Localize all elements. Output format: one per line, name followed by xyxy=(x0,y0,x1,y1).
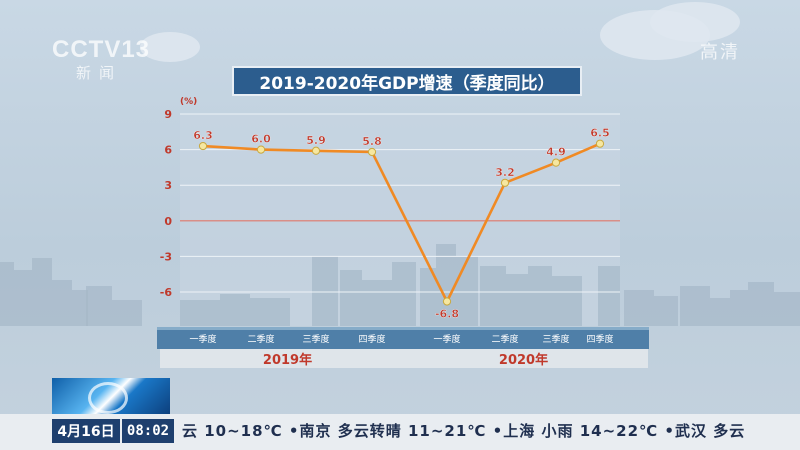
weather-text: 云 10~18℃ •南京 多云转晴 11~21℃ •上海 小雨 14~22℃ •… xyxy=(182,422,746,440)
news-thumbnail xyxy=(52,378,170,418)
building-silhouette xyxy=(774,292,800,326)
data-label: 6.3 xyxy=(193,129,213,142)
x-tick-label: 一季度 xyxy=(433,333,460,345)
year-band xyxy=(160,349,648,368)
data-label: 5.8 xyxy=(362,135,382,148)
data-point xyxy=(442,297,452,306)
chart-title: 2019-2020年GDP增速（季度同比） xyxy=(232,66,582,96)
building-silhouette xyxy=(730,290,748,326)
building-silhouette xyxy=(480,266,506,326)
data-label: 3.2 xyxy=(495,166,515,179)
data-point xyxy=(198,141,208,151)
ticker-time: 08:02 xyxy=(120,419,174,443)
data-label: 5.9 xyxy=(306,134,326,147)
building-silhouette xyxy=(362,280,392,326)
year-group-label: 2020年 xyxy=(499,352,548,368)
cloud xyxy=(650,2,740,42)
y-tick-label: 0 xyxy=(164,215,172,228)
logo-text: CCTV13 xyxy=(52,36,151,63)
data-label: -6.8 xyxy=(435,307,459,320)
building-silhouette xyxy=(436,244,456,326)
y-tick-label: -3 xyxy=(160,250,172,263)
building-silhouette xyxy=(14,270,32,326)
x-tick-label: 四季度 xyxy=(586,333,613,345)
building-silhouette xyxy=(0,262,14,326)
channel-logo: CCTV13 新闻 xyxy=(52,36,152,82)
building-silhouette xyxy=(654,296,678,326)
data-label: 6.5 xyxy=(590,127,610,140)
gdp-series-line xyxy=(202,142,601,303)
ticker-date: 4月16日 xyxy=(52,419,120,443)
building-silhouette xyxy=(680,286,710,326)
building-silhouette xyxy=(340,270,362,326)
building-silhouette xyxy=(624,290,654,326)
building-silhouette xyxy=(86,286,112,326)
x-tick-label: 三季度 xyxy=(542,333,569,345)
building-silhouette xyxy=(250,298,290,326)
building-silhouette xyxy=(748,282,774,326)
building-silhouette xyxy=(506,274,528,326)
x-tick-label: 四季度 xyxy=(358,333,385,345)
building-silhouette xyxy=(598,266,620,326)
building-silhouette xyxy=(180,300,220,326)
x-tick-label: 三季度 xyxy=(302,333,329,345)
x-tick-label: 二季度 xyxy=(491,333,518,345)
data-point xyxy=(256,145,266,154)
data-label: 6.0 xyxy=(251,133,271,146)
building-silhouette xyxy=(52,280,72,326)
category-axis-highlight xyxy=(157,327,649,330)
data-label: 4.9 xyxy=(546,146,566,159)
x-tick-label: 一季度 xyxy=(189,333,216,345)
cloud xyxy=(140,32,200,62)
category-axis-band xyxy=(157,327,649,349)
weather-scroll: 云 10~18℃ •南京 多云转晴 11~21℃ •上海 小雨 14~22℃ •… xyxy=(176,414,800,450)
building-silhouette xyxy=(420,268,436,326)
building-silhouette xyxy=(312,256,338,326)
y-tick-label: 3 xyxy=(164,179,172,192)
building-silhouette xyxy=(456,256,478,326)
building-silhouette xyxy=(392,262,416,326)
thumbnail-graphic xyxy=(88,382,128,414)
year-group-label: 2019年 xyxy=(263,352,312,368)
building-silhouette xyxy=(112,300,142,326)
x-tick-label: 二季度 xyxy=(247,333,274,345)
data-point xyxy=(595,139,605,148)
data-point xyxy=(367,147,377,157)
y-tick-label: 9 xyxy=(164,108,172,121)
logo-subtext: 新闻 xyxy=(76,64,123,82)
y-tick-label: 6 xyxy=(164,144,172,157)
building-silhouette xyxy=(552,276,582,326)
y-axis-label: (%) xyxy=(180,97,197,107)
building-silhouette xyxy=(220,294,250,326)
hd-badge: 高清 xyxy=(700,42,740,63)
y-tick-label: -6 xyxy=(160,286,173,299)
building-silhouette xyxy=(528,266,552,326)
data-point xyxy=(311,146,321,155)
data-point xyxy=(551,158,561,167)
data-point xyxy=(500,178,510,187)
building-silhouette xyxy=(32,258,52,326)
building-silhouette xyxy=(710,298,730,326)
building-silhouette xyxy=(72,290,88,326)
